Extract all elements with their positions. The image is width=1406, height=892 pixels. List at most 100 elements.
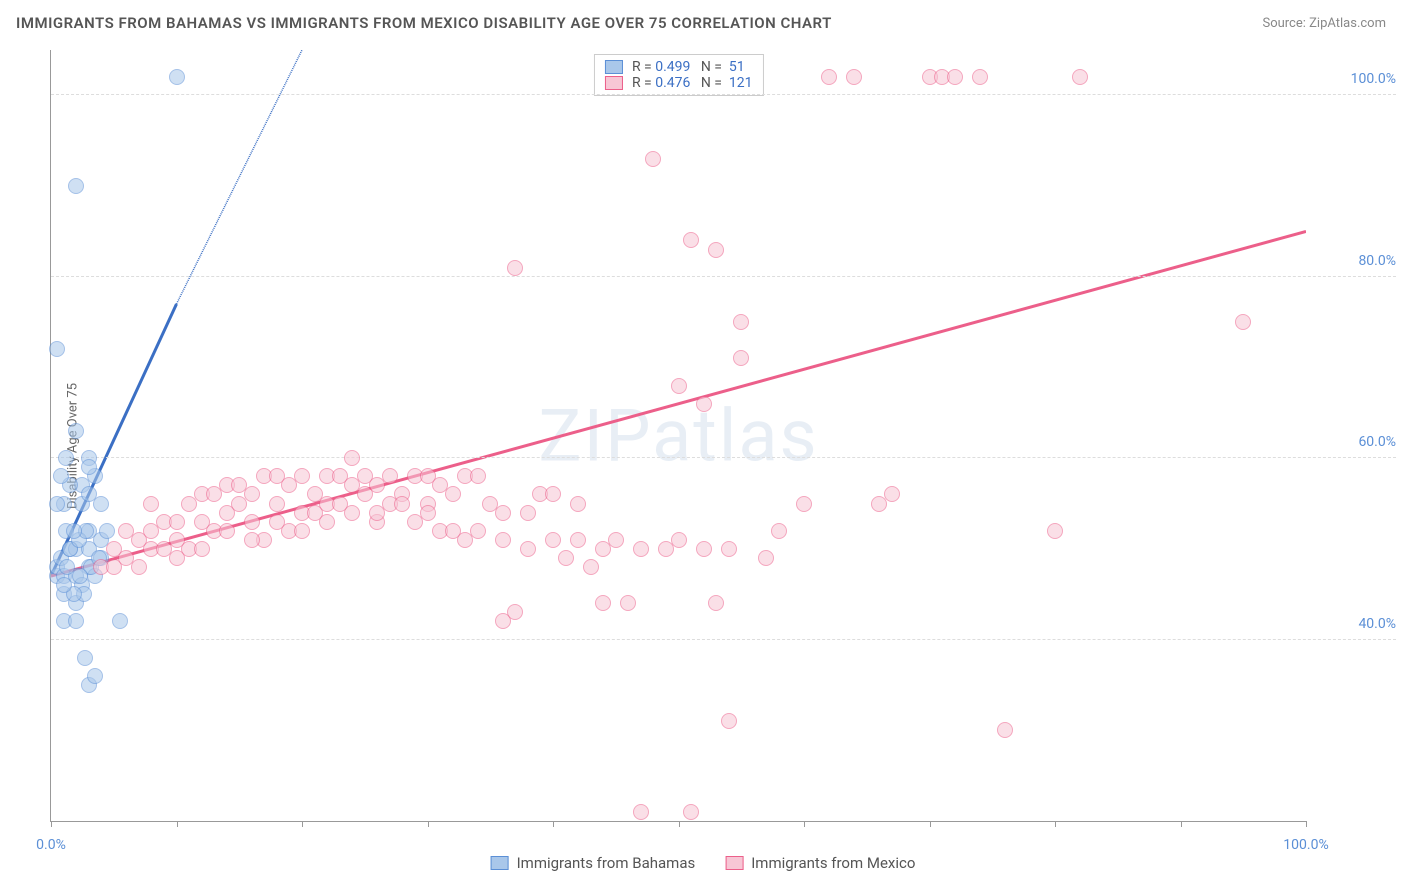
scatter-point (344, 450, 360, 466)
y-tick-label: 60.0% (1316, 434, 1396, 450)
correlation-legend-box: R = 0.499 N = 51 R = 0.476 N = 121 (593, 54, 763, 96)
scatter-point (620, 595, 636, 611)
series-legend: Immigrants from Bahamas Immigrants from M… (491, 854, 916, 872)
series-legend-label: Immigrants from Bahamas (517, 854, 696, 872)
scatter-point (49, 496, 65, 512)
scatter-point (169, 69, 185, 85)
scatter-point (81, 459, 97, 475)
scatter-point (169, 550, 185, 566)
scatter-point (608, 532, 624, 548)
scatter-point (244, 532, 260, 548)
scatter-point (570, 496, 586, 512)
chart-title: IMMIGRANTS FROM BAHAMAS VS IMMIGRANTS FR… (16, 14, 832, 32)
gridline (51, 276, 1396, 277)
scatter-point (294, 468, 310, 484)
scatter-point (583, 559, 599, 575)
y-tick-label: 40.0% (1316, 616, 1396, 632)
legend-row: R = 0.499 N = 51 (604, 59, 752, 75)
scatter-point (1235, 314, 1251, 330)
trend-lines-layer (51, 50, 1306, 821)
legend-row: R = 0.476 N = 121 (604, 75, 752, 91)
scatter-point (66, 523, 82, 539)
scatter-point (118, 523, 134, 539)
scatter-point (545, 486, 561, 502)
x-tick-mark (804, 821, 805, 827)
scatter-point (520, 505, 536, 521)
scatter-point (708, 595, 724, 611)
scatter-point (771, 523, 787, 539)
scatter-point (683, 804, 699, 820)
scatter-point (821, 69, 837, 85)
scatter-point (708, 242, 724, 258)
scatter-point (68, 613, 84, 629)
source-attribution: Source: ZipAtlas.com (1262, 16, 1386, 31)
scatter-point (972, 69, 988, 85)
scatter-point (77, 650, 93, 666)
x-tick-mark (1055, 821, 1056, 827)
x-tick-mark (177, 821, 178, 827)
x-tick-mark (930, 821, 931, 827)
x-tick-label: 0.0% (36, 837, 66, 853)
scatter-point (520, 541, 536, 557)
scatter-point (81, 486, 97, 502)
scatter-point (72, 568, 88, 584)
scatter-point (294, 523, 310, 539)
scatter-point (231, 496, 247, 512)
legend-stat-text: R = 0.476 N = 121 (628, 75, 752, 91)
scatter-point (87, 668, 103, 684)
scatter-point (194, 541, 210, 557)
scatter-point (244, 514, 260, 530)
scatter-point (269, 496, 285, 512)
scatter-point (143, 496, 159, 512)
scatter-point (595, 595, 611, 611)
legend-stat-text: R = 0.499 N = 51 (628, 59, 744, 75)
scatter-point (947, 69, 963, 85)
scatter-point (382, 468, 398, 484)
scatter-point (721, 713, 737, 729)
scatter-point (884, 486, 900, 502)
scatter-point (457, 532, 473, 548)
scatter-point (112, 613, 128, 629)
scatter-point (696, 396, 712, 412)
scatter-point (269, 514, 285, 530)
scatter-point (58, 450, 74, 466)
x-tick-mark (1181, 821, 1182, 827)
scatter-point (1047, 523, 1063, 539)
watermark-text: ZIPatlas (538, 393, 818, 478)
scatter-point (997, 722, 1013, 738)
scatter-point (545, 532, 561, 548)
scatter-point (507, 604, 523, 620)
scatter-point (420, 505, 436, 521)
scatter-point (671, 532, 687, 548)
gridline (51, 639, 1396, 640)
scatter-point (53, 468, 69, 484)
scatter-point (645, 151, 661, 167)
y-tick-label: 80.0% (1316, 253, 1396, 269)
scatter-point (219, 523, 235, 539)
scatter-point (696, 541, 712, 557)
x-tick-mark (302, 821, 303, 827)
scatter-point (683, 232, 699, 248)
plot-area: ZIPatlas R = 0.499 N = 51 R = 0.476 N = … (50, 50, 1306, 822)
scatter-point (758, 550, 774, 566)
series-legend-item: Immigrants from Mexico (725, 854, 915, 872)
legend-swatch (725, 856, 743, 870)
scatter-point (846, 69, 862, 85)
x-tick-mark (51, 821, 52, 827)
series-legend-item: Immigrants from Bahamas (491, 854, 696, 872)
scatter-point (721, 541, 737, 557)
scatter-point (344, 505, 360, 521)
scatter-point (369, 505, 385, 521)
scatter-point (56, 577, 72, 593)
legend-swatch (604, 76, 622, 90)
scatter-point (796, 496, 812, 512)
scatter-point (495, 505, 511, 521)
x-tick-mark (679, 821, 680, 827)
scatter-point (507, 260, 523, 276)
x-tick-label: 100.0% (1283, 837, 1328, 853)
scatter-point (169, 514, 185, 530)
scatter-point (671, 378, 687, 394)
gridline (51, 94, 1396, 95)
x-tick-mark (428, 821, 429, 827)
scatter-point (68, 423, 84, 439)
